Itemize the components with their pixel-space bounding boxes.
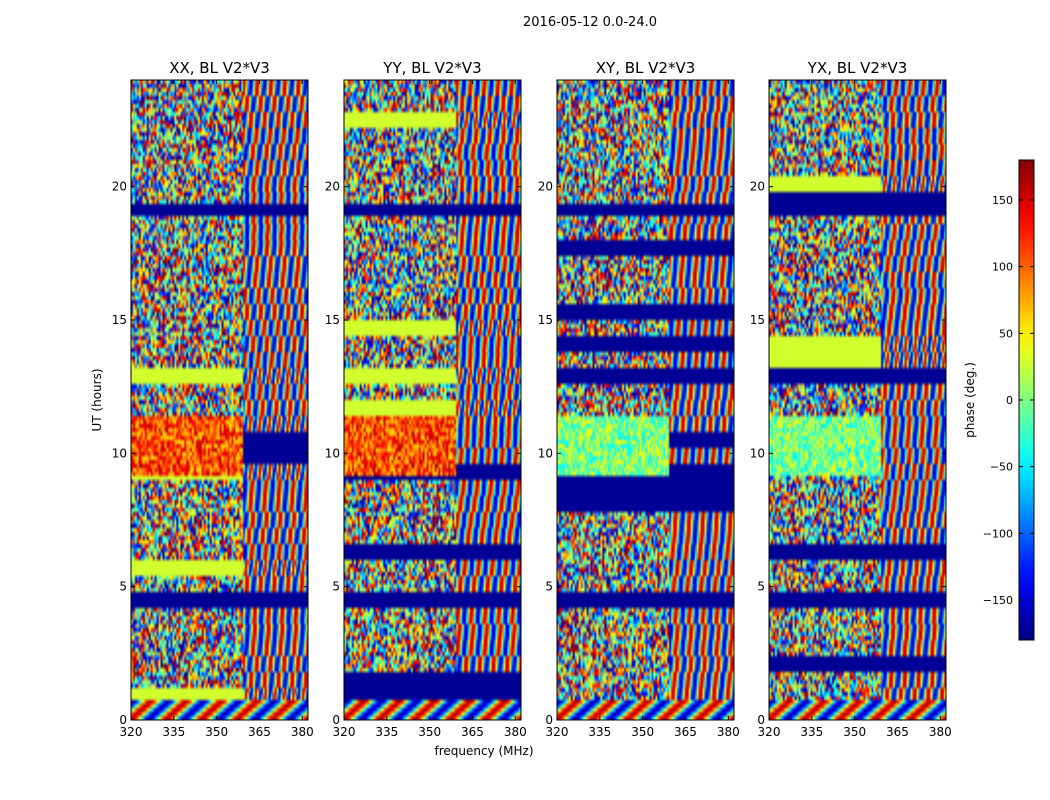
- x-tick-label: 380: [291, 725, 314, 739]
- panel-title: XX, BL V2*V3: [169, 59, 270, 77]
- x-tick-label: 365: [461, 725, 484, 739]
- y-tick-label: 5: [545, 580, 553, 594]
- x-tick-label: 365: [248, 725, 271, 739]
- x-tick-label: 365: [886, 725, 909, 739]
- plot-frame: [768, 79, 947, 721]
- y-axis-label: UT (hours): [90, 368, 104, 431]
- x-tick-label: 320: [758, 725, 781, 739]
- panel-3: YX, BL V2*V3 320 335 350 365 380 0 5 10 15 20: [750, 59, 952, 739]
- y-tick-label: 20: [538, 180, 553, 194]
- heatmap-image: [131, 80, 308, 720]
- x-tick-label: 350: [418, 725, 441, 739]
- colorbar-tick-label: −50: [990, 461, 1013, 474]
- figure-suptitle: 2016-05-12 0.0-24.0: [523, 15, 657, 30]
- colorbar-tick-label: 100: [992, 261, 1013, 274]
- x-tick-label: 335: [375, 725, 398, 739]
- panels: XX, BL V2*V3 320 335 350 365 380 0 5 10 15 20 UT (h…: [90, 59, 952, 739]
- x-tick-label: 335: [588, 725, 611, 739]
- colorbar-tick-label: −100: [983, 527, 1013, 540]
- x-tick-label: 350: [205, 725, 228, 739]
- x-tick-label: 350: [631, 725, 654, 739]
- y-tick-label: 5: [332, 580, 340, 594]
- y-tick-label: 5: [119, 580, 127, 594]
- y-tick-label: 0: [545, 713, 553, 727]
- colorbar-tick-label: 150: [992, 194, 1013, 207]
- x-tick-label: 380: [717, 725, 740, 739]
- colorbar-label: phase (deg.): [963, 362, 977, 438]
- colorbar: −150 −100 −50 0 50 100 150: [983, 159, 1035, 641]
- x-tick-label: 380: [504, 725, 527, 739]
- y-tick-label: 15: [325, 313, 340, 327]
- panel-title: XY, BL V2*V3: [596, 59, 696, 77]
- x-tick-label: 365: [674, 725, 697, 739]
- y-tick-label: 20: [112, 180, 127, 194]
- y-tick-label: 20: [325, 180, 340, 194]
- x-tick-label: 350: [843, 725, 866, 739]
- panel-0: XX, BL V2*V3 320 335 350 365 380 0 5 10 15 20 UT (h…: [90, 59, 314, 739]
- y-tick-label: 10: [538, 446, 553, 460]
- y-tick-label: 15: [112, 313, 127, 327]
- heatmap-image: [344, 80, 521, 720]
- plot-frame: [130, 79, 309, 721]
- y-tick-label: 5: [757, 580, 765, 594]
- x-tick-label: 335: [162, 725, 185, 739]
- x-tick-label: 320: [546, 725, 569, 739]
- y-tick-label: 0: [757, 713, 765, 727]
- plot-frame: [556, 79, 735, 721]
- x-tick-label: 320: [333, 725, 356, 739]
- x-axis-label: frequency (MHz): [434, 744, 533, 758]
- heatmap-image: [769, 80, 946, 720]
- y-tick-label: 10: [112, 446, 127, 460]
- panel-2: XY, BL V2*V3 320 335 350 365 380 0 5 10 15 20: [538, 59, 740, 739]
- y-tick-label: 10: [325, 446, 340, 460]
- plot-frame: [343, 79, 522, 721]
- panel-title: YY, BL V2*V3: [382, 59, 481, 77]
- y-tick-label: 0: [332, 713, 340, 727]
- y-tick-label: 10: [750, 446, 765, 460]
- x-tick-label: 335: [800, 725, 823, 739]
- colorbar-tick-label: 50: [999, 327, 1013, 340]
- y-tick-label: 15: [750, 313, 765, 327]
- y-tick-label: 20: [750, 180, 765, 194]
- colorbar-tick-label: 0: [1006, 394, 1013, 407]
- heatmap-image: [557, 80, 734, 720]
- panel-title: YX, BL V2*V3: [807, 59, 908, 77]
- y-tick-label: 0: [119, 713, 127, 727]
- panel-1: YY, BL V2*V3 320 335 350 365 380 0 5 10 15 20: [325, 59, 527, 739]
- x-tick-label: 320: [120, 725, 143, 739]
- y-tick-label: 15: [538, 313, 553, 327]
- x-tick-label: 380: [929, 725, 952, 739]
- colorbar-tick-label: −150: [983, 594, 1013, 607]
